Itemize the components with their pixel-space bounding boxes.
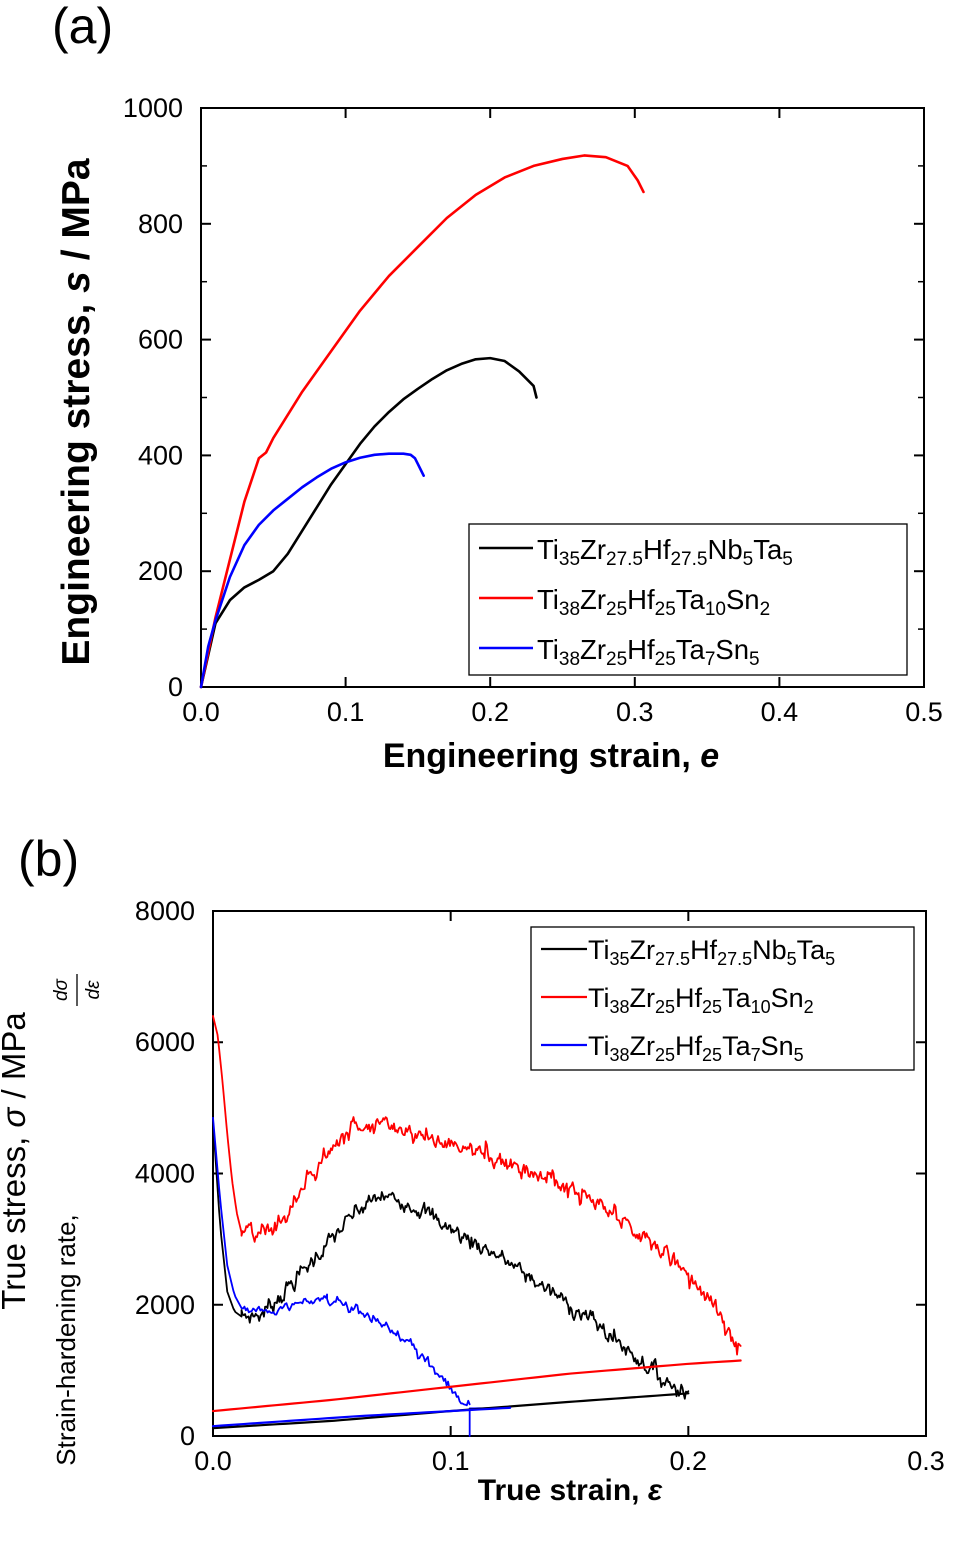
svg-text:0.3: 0.3	[616, 697, 654, 727]
svg-text:0: 0	[168, 672, 183, 702]
svg-text:True strain, ε: True strain, ε	[478, 1474, 663, 1507]
svg-text:Strain-hardening rate,: Strain-hardening rate,	[51, 1214, 81, 1465]
svg-text:0.0: 0.0	[182, 697, 220, 727]
svg-text:0: 0	[180, 1421, 195, 1451]
svg-text:dε: dε	[83, 980, 104, 1000]
svg-text:0.0: 0.0	[194, 1446, 232, 1476]
svg-text:Engineering strain, e: Engineering strain, e	[383, 737, 719, 775]
svg-text:4000: 4000	[135, 1159, 195, 1189]
svg-text:400: 400	[138, 440, 183, 470]
svg-text:0.4: 0.4	[761, 697, 799, 727]
svg-text:0.1: 0.1	[327, 697, 365, 727]
svg-text:0.2: 0.2	[471, 697, 509, 727]
svg-text:8000: 8000	[135, 896, 195, 926]
svg-text:0.2: 0.2	[670, 1446, 708, 1476]
svg-text:2000: 2000	[135, 1290, 195, 1320]
svg-text:1000: 1000	[123, 93, 183, 123]
svg-text:600: 600	[138, 325, 183, 355]
svg-text:0.3: 0.3	[907, 1446, 945, 1476]
svg-text:0.1: 0.1	[432, 1446, 470, 1476]
svg-text:800: 800	[138, 209, 183, 239]
svg-text:6000: 6000	[135, 1027, 195, 1057]
svg-text:0.5: 0.5	[905, 697, 943, 727]
svg-text:200: 200	[138, 556, 183, 586]
svg-text:True stress, σ / MPa: True stress, σ / MPa	[0, 1012, 32, 1310]
svg-text:Engineering stress, s / MPa: Engineering stress, s / MPa	[55, 158, 98, 666]
svg-text:dσ: dσ	[51, 977, 72, 1001]
